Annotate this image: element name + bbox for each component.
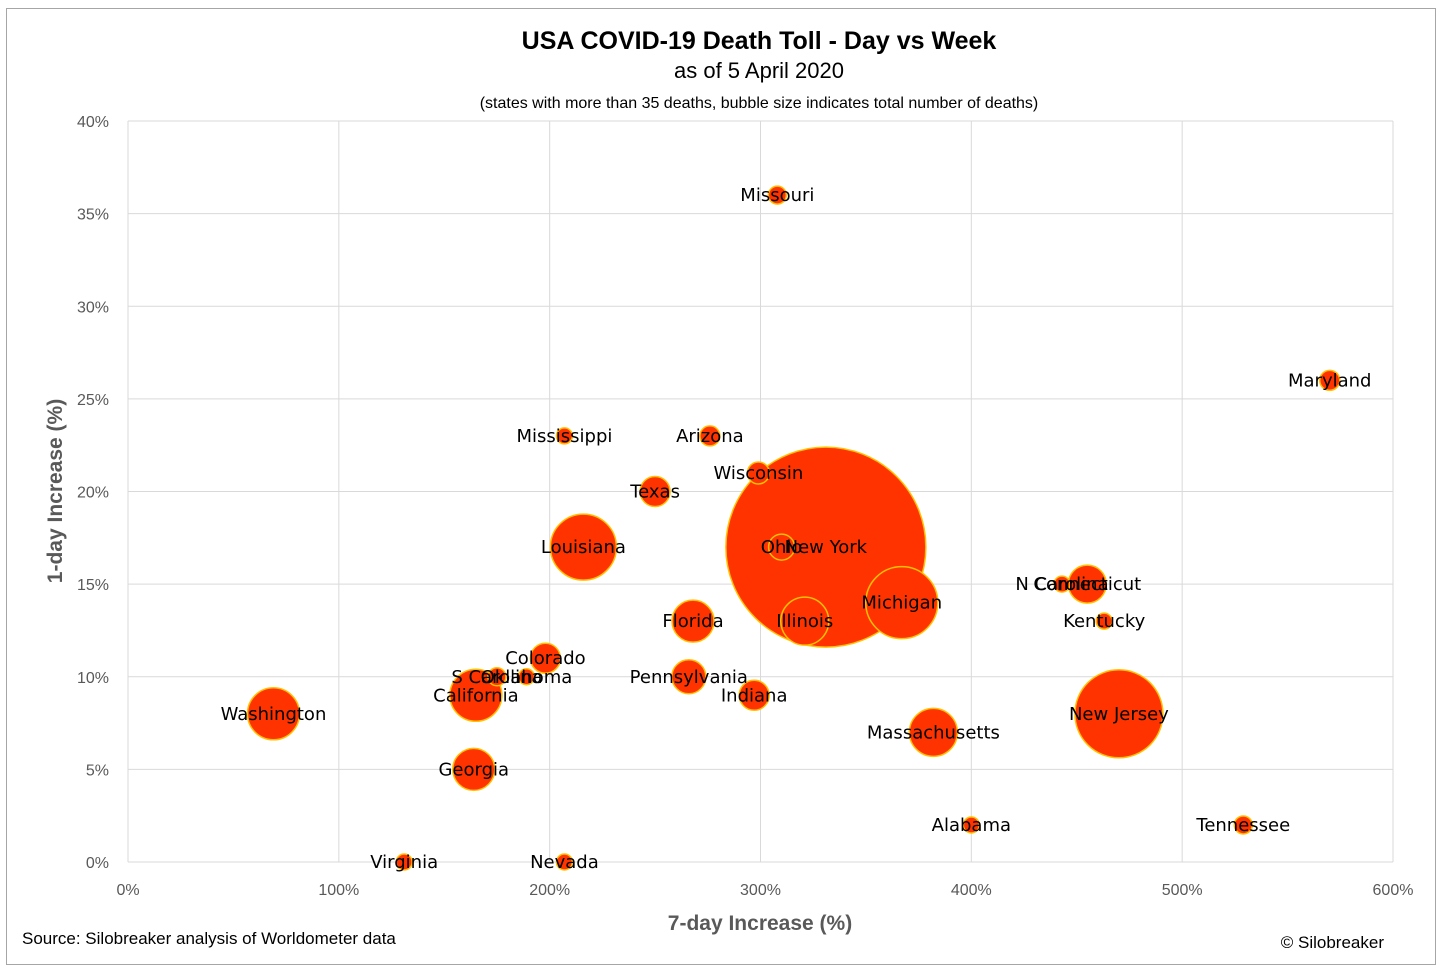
- label-virginia: Virginia: [370, 852, 438, 873]
- x-tick-label: 100%: [318, 882, 359, 899]
- label-connecticut: Connecticut: [1033, 574, 1141, 595]
- bubble-s-carolina: [487, 667, 507, 687]
- label-washington: Washington: [221, 704, 327, 725]
- x-tick-label: 600%: [1373, 882, 1414, 899]
- bubble-massachusetts: [908, 707, 959, 758]
- bubble-oklahoma: [517, 668, 536, 686]
- label-georgia: Georgia: [438, 759, 509, 780]
- bubble-ohio: [767, 533, 796, 561]
- y-tick-label: 5%: [86, 762, 109, 779]
- bubbles: [246, 185, 1341, 871]
- bubble-kentucky: [1095, 612, 1113, 630]
- y-tick-label: 35%: [77, 207, 109, 224]
- label-missouri: Missouri: [740, 185, 814, 206]
- y-axis-title: 1-day Increase (%): [44, 399, 67, 583]
- bubble-pennsylvania: [671, 659, 707, 695]
- label-indiana: Indiana: [721, 685, 788, 706]
- label-alabama: Alabama: [932, 815, 1011, 836]
- bubble-mississippi: [555, 427, 574, 445]
- bubble-alabama: [962, 816, 981, 834]
- tick-labels: 0% 100% 200% 300% 400% 500% 600% 0% 5% 10% 15% 20% 2…: [77, 114, 1413, 899]
- bubble-louisiana: [549, 513, 618, 581]
- label-texas: Texas: [629, 482, 680, 503]
- bubble-michigan: [865, 565, 939, 640]
- label-massachusetts: Massachusetts: [867, 722, 1000, 743]
- label-new-jersey: New Jersey: [1069, 704, 1169, 725]
- label-michigan: Michigan: [861, 593, 942, 614]
- y-tick-label: 40%: [77, 114, 109, 131]
- label-maryland: Maryland: [1288, 370, 1371, 391]
- bubble-california: [449, 668, 503, 723]
- label-s-carolina: S Carolina: [451, 667, 542, 688]
- chart-note: (states with more than 35 deaths, bubble…: [480, 95, 1039, 112]
- bubble-nevada: [555, 853, 574, 871]
- bubble-arizona: [699, 425, 721, 447]
- chart-title: USA COVID-19 Death Toll - Day vs Week: [522, 27, 997, 55]
- label-louisiana: Louisiana: [541, 537, 626, 558]
- x-tick-label: 300%: [740, 882, 781, 899]
- label-pennsylvania: Pennsylvania: [630, 667, 748, 688]
- label-arizona: Arizona: [676, 426, 744, 447]
- x-axis-title: 7-day Increase (%): [668, 912, 852, 935]
- bubble-maryland: [1319, 369, 1341, 392]
- bubble-n-carolina: [1053, 575, 1071, 593]
- label-mississippi: Mississippi: [516, 426, 612, 447]
- y-tick-label: 15%: [77, 577, 109, 594]
- grid: [127, 120, 1394, 863]
- y-tick-label: 20%: [77, 485, 109, 502]
- bubble-washington: [246, 687, 301, 741]
- bubble-new-jersey: [1074, 669, 1164, 759]
- label-california: California: [433, 685, 518, 706]
- bubble-florida: [671, 599, 715, 643]
- bubble-georgia: [452, 747, 496, 792]
- y-tick-label: 25%: [77, 392, 109, 409]
- label-wisconsin: Wisconsin: [713, 463, 803, 484]
- label-oklahoma: Oklahoma: [481, 667, 573, 688]
- bubble-tennessee: [1233, 815, 1254, 835]
- label-n-carolina: N Carolina: [1015, 574, 1108, 595]
- label-tennessee: Tennessee: [1195, 815, 1290, 836]
- bubble-labels: New York New Jersey Michigan Louisiana Washi…: [221, 185, 1372, 873]
- bubble-virginia: [395, 853, 413, 871]
- bubble-illinois: [780, 596, 830, 646]
- bubble-missouri: [767, 185, 788, 205]
- y-tick-label: 0%: [86, 855, 109, 872]
- y-tick-label: 30%: [77, 299, 109, 316]
- label-ohio: Ohio: [761, 537, 803, 558]
- bubble-texas: [639, 475, 671, 508]
- label-illinois: Illinois: [776, 611, 833, 632]
- chart-subtitle: as of 5 April 2020: [674, 58, 844, 83]
- source-note: Source: Silobreaker analysis of Worldome…: [22, 929, 396, 948]
- label-new-york: New York: [785, 537, 868, 558]
- x-tick-label: 400%: [951, 882, 992, 899]
- label-kentucky: Kentucky: [1063, 611, 1146, 632]
- bubble-wisconsin: [746, 461, 771, 485]
- bubble-colorado: [529, 642, 562, 674]
- label-florida: Florida: [662, 611, 723, 632]
- chart-frame: [6, 8, 1436, 965]
- copyright: © Silobreaker: [1281, 933, 1385, 952]
- x-tick-label: 500%: [1162, 882, 1203, 899]
- x-tick-label: 200%: [529, 882, 570, 899]
- y-tick-label: 10%: [77, 670, 109, 687]
- label-colorado: Colorado: [505, 648, 585, 669]
- x-tick-label: 0%: [116, 882, 139, 899]
- bubble-indiana: [738, 679, 770, 712]
- label-nevada: Nevada: [530, 852, 599, 873]
